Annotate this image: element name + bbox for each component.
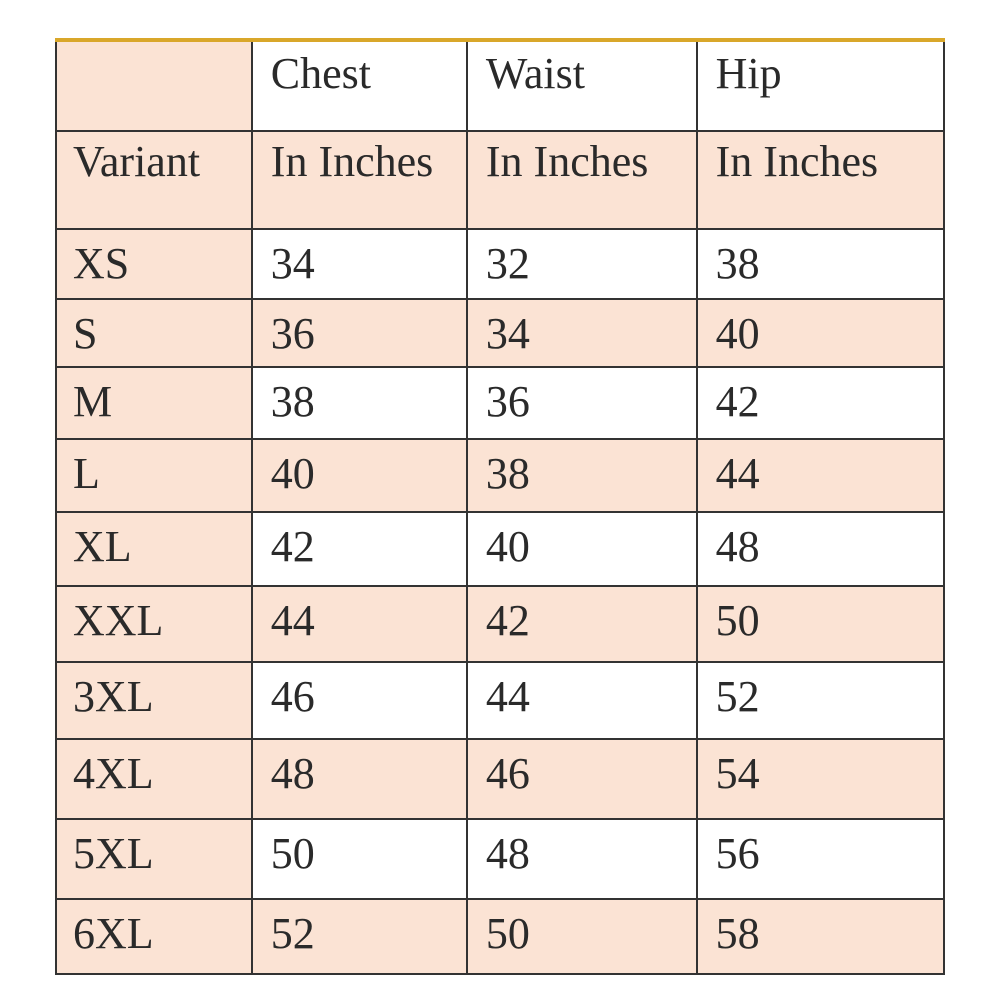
cell-chest: 36	[250, 298, 468, 368]
cell-hip: 42	[695, 366, 946, 440]
cell-waist: 36	[465, 366, 698, 440]
header-cell-empty	[55, 39, 253, 132]
cell-waist: 32	[465, 228, 698, 300]
cell-variant: S	[55, 298, 253, 368]
cell-waist: 44	[465, 661, 698, 740]
cell-hip: 38	[695, 228, 946, 300]
cell-variant: XL	[55, 511, 253, 587]
cell-hip: 44	[695, 438, 946, 513]
cell-hip: 58	[695, 898, 946, 975]
cell-waist: 34	[465, 298, 698, 368]
table-row: M 38 36 42	[55, 366, 946, 440]
cell-variant: 4XL	[55, 738, 253, 820]
cell-waist: 48	[465, 818, 698, 900]
cell-hip: 50	[695, 585, 946, 663]
cell-waist: 50	[465, 898, 698, 975]
table-row: 6XL 52 50 58	[55, 898, 946, 975]
cell-chest: 46	[250, 661, 468, 740]
header-row-measurement: Chest Waist Hip	[55, 39, 946, 132]
header-hip-unit: In Inches	[695, 130, 946, 230]
cell-hip: 56	[695, 818, 946, 900]
cell-waist: 38	[465, 438, 698, 513]
cell-chest: 38	[250, 366, 468, 440]
table-row: S 36 34 40	[55, 298, 946, 368]
header-chest-unit: In Inches	[250, 130, 468, 230]
cell-hip: 54	[695, 738, 946, 820]
table-row: XXL 44 42 50	[55, 585, 946, 663]
cell-chest: 52	[250, 898, 468, 975]
cell-hip: 52	[695, 661, 946, 740]
cell-chest: 44	[250, 585, 468, 663]
cell-waist: 42	[465, 585, 698, 663]
table-row: 5XL 50 48 56	[55, 818, 946, 900]
cell-waist: 40	[465, 511, 698, 587]
header-waist-unit: In Inches	[465, 130, 698, 230]
table-row: 4XL 48 46 54	[55, 738, 946, 820]
cell-variant: 6XL	[55, 898, 253, 975]
header-hip: Hip	[695, 39, 946, 132]
cell-chest: 50	[250, 818, 468, 900]
cell-waist: 46	[465, 738, 698, 820]
cell-chest: 48	[250, 738, 468, 820]
cell-chest: 40	[250, 438, 468, 513]
table-row: L 40 38 44	[55, 438, 946, 513]
header-waist: Waist	[465, 39, 698, 132]
cell-chest: 42	[250, 511, 468, 587]
cell-chest: 34	[250, 228, 468, 300]
cell-variant: L	[55, 438, 253, 513]
table-row: XS 34 32 38	[55, 228, 946, 300]
cell-variant: 5XL	[55, 818, 253, 900]
size-chart-table: Chest Waist Hip Variant In Inches In Inc…	[55, 38, 946, 975]
header-chest: Chest	[250, 39, 468, 132]
cell-variant: M	[55, 366, 253, 440]
header-row-units: Variant In Inches In Inches In Inches	[55, 130, 946, 230]
table-row: XL 42 40 48	[55, 511, 946, 587]
cell-hip: 48	[695, 511, 946, 587]
cell-hip: 40	[695, 298, 946, 368]
header-variant: Variant	[55, 130, 253, 230]
cell-variant: 3XL	[55, 661, 253, 740]
cell-variant: XS	[55, 228, 253, 300]
table-row: 3XL 46 44 52	[55, 661, 946, 740]
cell-variant: XXL	[55, 585, 253, 663]
